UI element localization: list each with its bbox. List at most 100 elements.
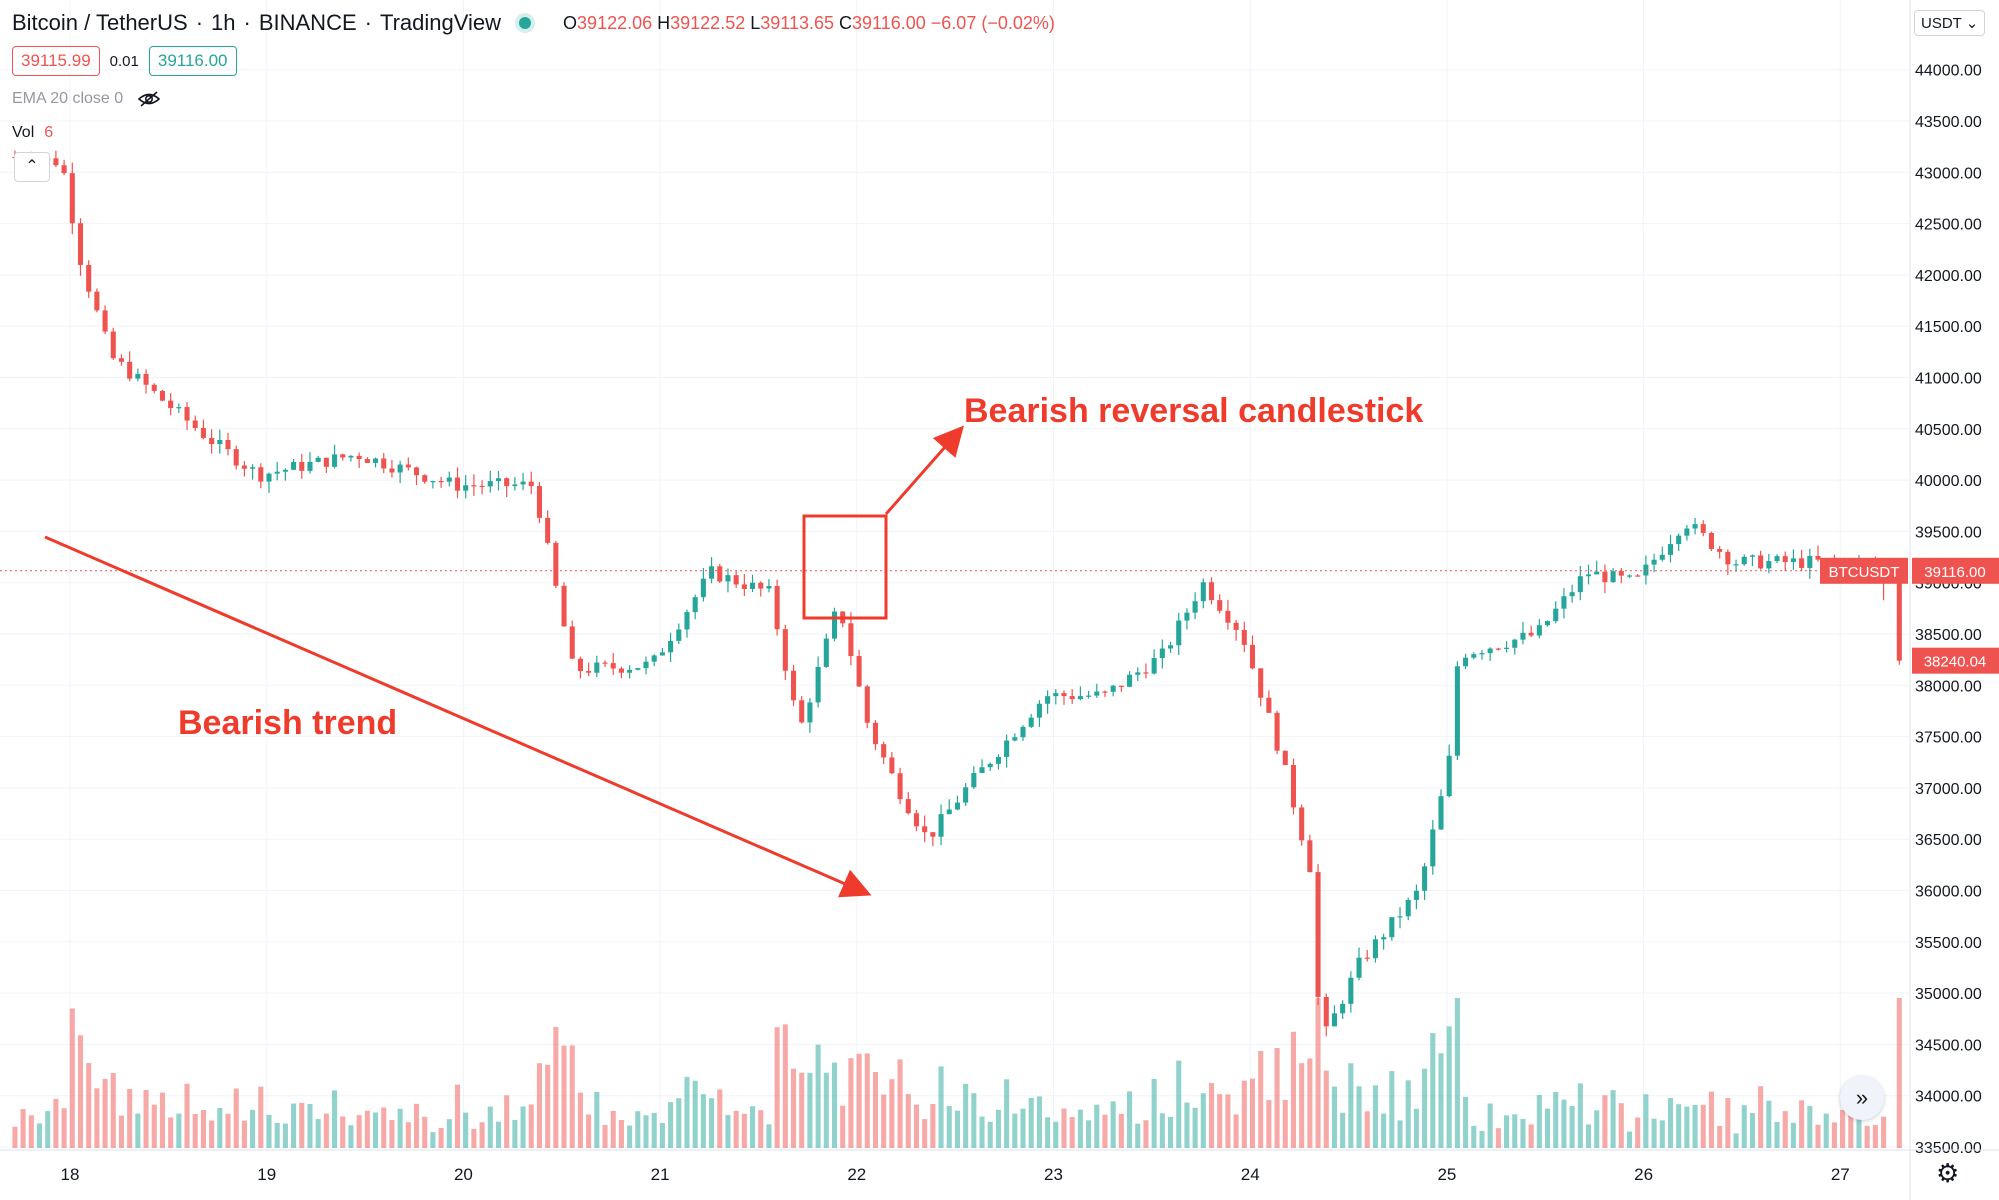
candle-body — [1200, 582, 1206, 602]
volume-bar — [192, 1114, 198, 1148]
candle-body — [1430, 829, 1436, 867]
candle-body — [864, 686, 870, 723]
volume-bar — [1381, 1113, 1387, 1148]
volume-bar — [127, 1088, 133, 1148]
ohlc-values: O39122.06 H39122.52 L39113.65 C39116.00 … — [563, 12, 1055, 33]
y-tick-label: 40500.00 — [1915, 422, 1982, 439]
volume-bar — [1471, 1125, 1477, 1148]
volume-bar — [1200, 1093, 1206, 1148]
volume-bar — [897, 1059, 903, 1148]
volume-bar — [750, 1106, 756, 1148]
candle-body — [176, 407, 182, 409]
volume-bar — [512, 1119, 518, 1148]
candle-body — [766, 585, 772, 589]
ema-indicator-legend[interactable]: EMA 20 close 0 — [12, 90, 161, 108]
volume-bar — [700, 1094, 706, 1148]
candle-body — [241, 465, 247, 469]
candle-body — [1708, 532, 1715, 549]
volume-bar — [159, 1092, 165, 1148]
candle-body — [282, 469, 288, 472]
close-price-label: 38240.04 — [1924, 654, 1987, 671]
volume-bar — [782, 1024, 788, 1148]
candle-body — [1143, 672, 1149, 674]
market-status-icon[interactable] — [519, 17, 532, 29]
volume-bar — [413, 1103, 420, 1148]
vol-value: 6 — [44, 124, 54, 141]
x-tick-label: 23 — [1044, 1165, 1063, 1184]
candle-body — [520, 481, 526, 485]
volume-bar — [446, 1119, 452, 1148]
volume-bar — [610, 1110, 616, 1148]
candle-body — [1651, 559, 1657, 565]
y-tick-label: 43500.00 — [1915, 114, 1982, 131]
candle-body — [692, 597, 698, 613]
candle-body — [799, 700, 805, 723]
volume-bar — [586, 1114, 592, 1148]
candle-body — [733, 575, 739, 585]
volume-bar — [36, 1123, 43, 1148]
buy-button[interactable]: 39116.00 — [148, 46, 237, 76]
sell-button[interactable]: 39115.99 — [12, 46, 100, 76]
candle-body — [930, 832, 936, 837]
volume-bar — [348, 1125, 354, 1148]
candle-body — [995, 756, 1001, 764]
volume-bar — [1479, 1131, 1485, 1148]
volume-bar — [1077, 1109, 1083, 1148]
candle-body — [1569, 592, 1575, 597]
volume-bar — [1831, 1122, 1837, 1148]
candle-body — [946, 809, 952, 815]
volume-bar — [1274, 1047, 1280, 1148]
candle-body — [1479, 653, 1485, 655]
candle-body — [315, 457, 321, 462]
gear-icon[interactable]: ⚙ — [1936, 1158, 1960, 1188]
candle-body — [356, 455, 362, 460]
volume-bar — [766, 1124, 772, 1148]
volume-bar — [643, 1115, 649, 1148]
candle-body — [1528, 632, 1534, 636]
volume-bar — [241, 1120, 247, 1148]
candle-body — [1610, 571, 1616, 583]
volume-bar — [717, 1089, 723, 1148]
volume-bar — [209, 1120, 215, 1148]
volume-bar — [1708, 1091, 1715, 1148]
candle-body — [1667, 544, 1674, 555]
candle-body — [1512, 639, 1518, 648]
candle-body — [143, 373, 149, 385]
volume-bar — [1667, 1098, 1674, 1148]
candle-body — [815, 666, 821, 703]
volume-bar — [1561, 1099, 1567, 1148]
currency-selector[interactable]: USDT ⌄ — [1914, 10, 1986, 36]
annotation-bearish-trend: Bearish trend — [178, 704, 398, 742]
interval[interactable]: 1h — [211, 10, 236, 35]
volume-bar — [1545, 1108, 1551, 1148]
candle-body — [1381, 937, 1387, 940]
symbol-name[interactable]: Bitcoin / TetherUS — [12, 10, 188, 35]
volume-bar — [1651, 1118, 1657, 1148]
collapse-legend-button[interactable]: ⌃ — [14, 152, 50, 182]
volume-bar — [684, 1076, 690, 1148]
eye-off-icon[interactable] — [137, 90, 161, 108]
candle-body — [782, 629, 788, 671]
candle-body — [1225, 610, 1231, 623]
candle-body — [1053, 693, 1059, 697]
volume-bar — [94, 1088, 100, 1148]
volume-bar — [1184, 1102, 1190, 1148]
volume-bar — [20, 1109, 26, 1148]
volume-bar — [1741, 1105, 1747, 1148]
candle-body — [913, 813, 920, 827]
double-chevron-right-icon: » — [1855, 1085, 1869, 1110]
volume-bar — [561, 1045, 567, 1148]
candle-body — [184, 407, 190, 421]
vol-label: Vol — [12, 124, 35, 141]
volume-bar — [1684, 1106, 1690, 1148]
volume-bar — [1749, 1113, 1755, 1148]
scroll-to-realtime-button[interactable]: » — [1840, 1076, 1884, 1120]
candle-body — [1413, 890, 1419, 900]
candle-body — [250, 467, 256, 469]
candle-body — [553, 542, 559, 586]
candle-body — [1364, 957, 1370, 959]
volume-bar — [1020, 1108, 1026, 1148]
candle-body — [372, 458, 379, 463]
candle-body — [700, 578, 706, 598]
